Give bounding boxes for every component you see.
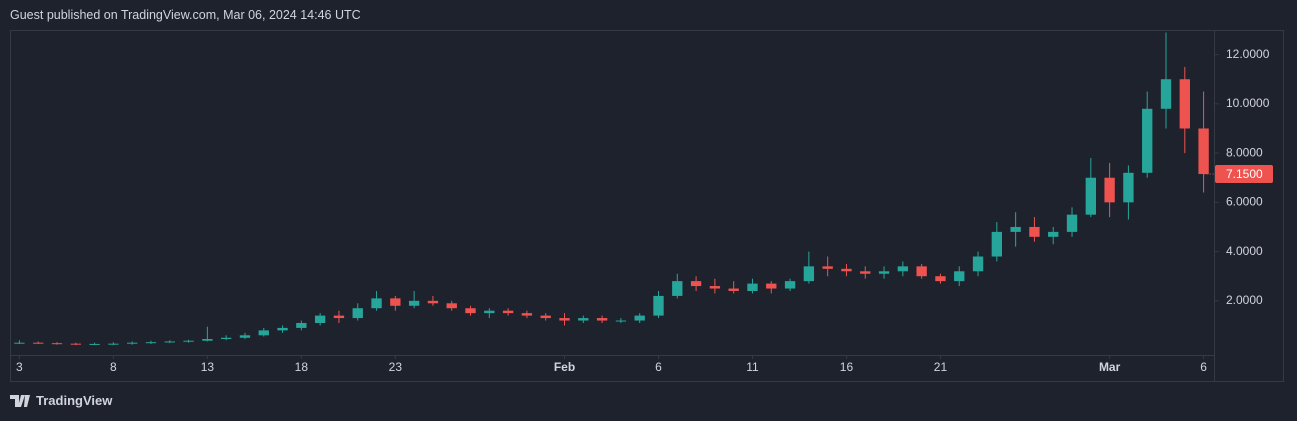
y-tick-label: 4.0000 — [1226, 244, 1263, 258]
candle-body — [51, 343, 63, 345]
candle-body — [860, 271, 871, 274]
x-tick-label: 3 — [16, 360, 23, 374]
candle-body — [277, 327, 288, 331]
candle-body — [296, 322, 307, 328]
candle-body — [164, 341, 175, 343]
candle-body — [127, 342, 138, 344]
candle-body — [258, 330, 269, 336]
candle-body — [33, 342, 44, 344]
candle-body — [1104, 177, 1115, 203]
last-price-label: 7.1500 — [1226, 167, 1263, 181]
candle-body — [540, 315, 551, 319]
candle-body — [89, 343, 100, 345]
candle-body — [1142, 108, 1153, 173]
candle-body — [145, 342, 157, 344]
candle-body — [972, 256, 984, 272]
x-tick-label: 13 — [201, 360, 215, 374]
candle-body — [14, 342, 25, 344]
y-tick-label: 8.0000 — [1226, 145, 1263, 159]
candle-body — [1029, 226, 1040, 237]
y-tick-label: 2.0000 — [1226, 293, 1263, 307]
candle-body — [239, 335, 251, 338]
y-tick-label: 10.0000 — [1226, 96, 1270, 110]
x-tick-label: 18 — [295, 360, 309, 374]
candle-body — [465, 308, 476, 314]
candle-body — [1048, 231, 1059, 237]
candle-body — [596, 318, 608, 321]
x-tick-label: Feb — [554, 360, 575, 374]
candle-body — [747, 283, 758, 291]
candle-body — [70, 343, 81, 345]
footer-brand: TradingView — [36, 393, 113, 408]
candle-body — [108, 343, 119, 345]
x-tick-label: 6 — [655, 360, 662, 374]
candle-body — [1179, 79, 1190, 129]
header-title: Guest published on TradingView.com, Mar … — [10, 8, 361, 22]
candle-body — [1066, 214, 1078, 232]
candle-body — [615, 320, 627, 322]
candle-body — [822, 266, 833, 269]
candle-body — [1085, 177, 1096, 215]
candle-body — [841, 268, 852, 272]
candle-body — [314, 315, 326, 323]
candle-body — [484, 310, 495, 314]
candle-body — [690, 281, 702, 287]
candle-body — [502, 310, 514, 314]
candle-body — [408, 300, 420, 306]
x-tick-label: 6 — [1200, 360, 1207, 374]
last-price-badge — [1215, 165, 1273, 184]
candle-body — [202, 338, 213, 341]
candle-body — [220, 337, 232, 339]
candle-body — [446, 303, 457, 309]
candle-body — [333, 315, 345, 319]
candle-body — [916, 266, 927, 277]
candle-body — [521, 313, 533, 316]
candle-body — [784, 281, 796, 289]
x-tick-label: 21 — [934, 360, 948, 374]
candle-body — [766, 283, 777, 289]
x-tick-label: Mar — [1099, 360, 1121, 374]
candle-body — [352, 308, 363, 319]
y-tick-label: 12.0000 — [1226, 47, 1270, 61]
candle-body — [1123, 172, 1134, 203]
logo — [10, 394, 30, 407]
candle-body — [390, 298, 401, 306]
candle-body — [634, 315, 645, 321]
candle-body — [1160, 79, 1172, 109]
candle-body — [935, 276, 946, 282]
x-tick-label: 8 — [110, 360, 117, 374]
candle-body — [672, 281, 683, 296]
candle-body — [578, 318, 589, 321]
candle-body — [709, 286, 721, 289]
candle-body — [991, 231, 1003, 257]
candle-body — [653, 295, 664, 316]
candle-body — [728, 288, 739, 291]
candle-body — [427, 300, 439, 304]
candle-body — [559, 318, 570, 321]
x-tick-label: 16 — [840, 360, 854, 374]
candle-body — [1198, 128, 1209, 175]
candle-body — [878, 271, 890, 274]
y-tick-label: 6.0000 — [1226, 195, 1263, 209]
candle-body — [183, 340, 194, 342]
candle-body — [897, 266, 909, 272]
candle-body — [803, 266, 815, 282]
candle-body — [1010, 226, 1021, 232]
chart-frame — [10, 30, 1284, 382]
candle-body — [954, 271, 965, 282]
candle-body — [371, 298, 382, 309]
x-tick-label: 23 — [389, 360, 403, 374]
x-tick-label: 11 — [746, 360, 759, 374]
footer: TradingView — [10, 393, 112, 408]
